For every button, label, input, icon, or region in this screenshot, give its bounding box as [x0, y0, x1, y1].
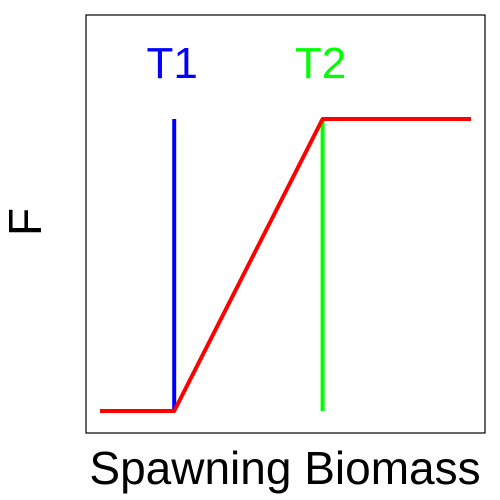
reference-label-t2: T2: [295, 39, 346, 88]
y-axis-label: F: [0, 208, 51, 236]
reference-labels: T1 T2: [147, 39, 347, 88]
series-layer: [100, 119, 471, 411]
series-line-0: [100, 119, 471, 411]
x-axis-label: Spawning Biomass: [89, 442, 480, 494]
reference-label-t1: T1: [147, 39, 198, 88]
